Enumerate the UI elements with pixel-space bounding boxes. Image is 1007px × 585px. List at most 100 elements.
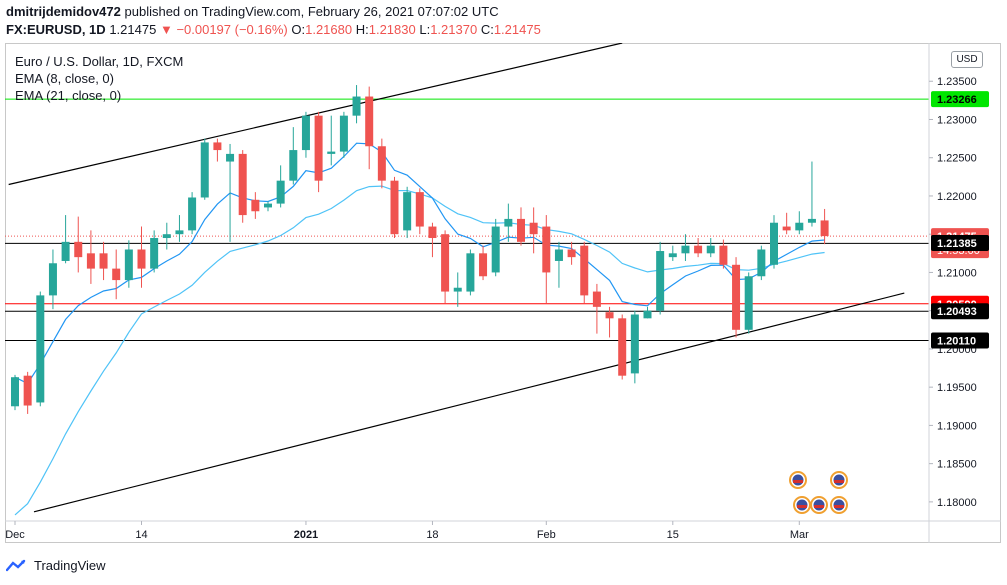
candle — [656, 241, 665, 315]
candle-body — [23, 375, 32, 406]
ema8-line — [14, 142, 825, 385]
candle-body — [137, 249, 146, 269]
currency-button[interactable]: USD — [951, 51, 983, 68]
event-flag-icon — [810, 496, 828, 514]
candle — [732, 257, 741, 338]
candle — [251, 192, 260, 219]
candle — [529, 207, 538, 254]
candle — [124, 240, 133, 288]
high-label: H: — [355, 22, 369, 37]
candle-body — [554, 249, 563, 261]
candle-body — [74, 241, 83, 258]
candle — [694, 238, 703, 258]
author-name[interactable]: dmitrijdemidov472 — [6, 4, 121, 19]
candle-body — [377, 146, 386, 181]
ema21-line — [14, 185, 825, 516]
symbol-label: FX:EURUSD, 1D — [6, 22, 106, 37]
candle — [175, 215, 184, 242]
candle — [807, 161, 816, 227]
y-tick-label: 1.22000 — [937, 191, 977, 203]
candle — [592, 283, 601, 334]
candle-body — [605, 312, 614, 319]
candle-body — [226, 153, 235, 162]
candle — [390, 176, 399, 239]
candle-body — [706, 245, 715, 254]
candle-body — [529, 222, 538, 235]
y-tick-label: 1.21000 — [937, 267, 977, 279]
candle — [491, 218, 500, 277]
candle-body — [592, 291, 601, 307]
candle — [112, 249, 121, 300]
candle — [314, 111, 323, 193]
candle — [150, 230, 159, 273]
candle-body — [301, 115, 310, 151]
candle-body — [491, 226, 500, 273]
candle — [352, 85, 361, 124]
candle-body — [112, 268, 121, 281]
candle-body — [782, 226, 791, 231]
legend-title: Euro / U.S. Dollar, 1D, FXCM — [15, 54, 184, 69]
level-price-tag — [931, 303, 989, 320]
candle — [744, 272, 753, 334]
candle — [453, 272, 462, 307]
publish-text: published on TradingView.com, February 2… — [124, 4, 499, 19]
candle-body — [618, 318, 627, 376]
candle — [264, 201, 272, 212]
candle — [554, 241, 563, 288]
candle-body — [820, 220, 829, 237]
candle-body — [213, 142, 222, 151]
candle-body — [11, 377, 19, 407]
candle — [403, 186, 412, 239]
candle — [226, 143, 235, 242]
candle — [441, 230, 450, 304]
price-tag-label: 1.21385 — [937, 238, 977, 250]
candle-body — [238, 153, 247, 216]
y-tick-label: 1.22500 — [937, 153, 977, 165]
x-tick-label: 14 — [135, 529, 147, 541]
legend-ema21: EMA (21, close, 0) — [15, 88, 122, 103]
candle — [74, 216, 83, 273]
level-price-label: 1.20110 — [937, 336, 976, 348]
candle-body — [264, 203, 272, 208]
candle-body — [150, 238, 159, 269]
candle-body — [656, 251, 665, 311]
candle — [327, 115, 336, 166]
event-flag-stripe — [834, 480, 844, 483]
candle-body — [453, 287, 462, 292]
candle-body — [795, 222, 804, 231]
candle — [23, 371, 32, 414]
candle — [479, 245, 488, 281]
candle-body — [365, 96, 374, 147]
level-price-tag — [931, 91, 989, 108]
candle-body — [352, 96, 361, 116]
candle — [517, 207, 525, 246]
candle-body — [86, 253, 95, 269]
candle-body — [479, 253, 488, 277]
candle — [719, 239, 728, 269]
candle-body — [630, 314, 639, 374]
high-value: 1.21830 — [368, 22, 416, 37]
candle — [162, 222, 171, 250]
candle-body — [175, 230, 184, 235]
candle — [668, 245, 677, 261]
x-tick-label: 2021 — [294, 529, 318, 541]
publish-info: dmitrijdemidov472 published on TradingVi… — [6, 4, 499, 19]
candle-body — [643, 310, 652, 319]
price-tag — [931, 234, 989, 251]
candle — [605, 306, 614, 338]
candle-body — [314, 115, 323, 181]
y-tick-label: 1.23000 — [937, 114, 977, 126]
y-tick-label: 1.19000 — [937, 420, 977, 432]
trend-line — [33, 292, 905, 513]
candle — [795, 211, 804, 235]
candle — [504, 203, 513, 242]
footer-brand[interactable]: TradingView — [6, 558, 106, 573]
trend-line — [8, 43, 623, 186]
candle — [757, 245, 766, 281]
change-value: −0.00197 (−0.16%) — [176, 22, 288, 37]
price-chart[interactable]: 1.235001.230001.225001.220001.215001.210… — [5, 43, 1001, 543]
candle-body — [390, 180, 399, 235]
y-tick-label: 1.19500 — [937, 382, 977, 394]
candle-body — [200, 142, 209, 198]
level-price-tag — [931, 332, 989, 349]
